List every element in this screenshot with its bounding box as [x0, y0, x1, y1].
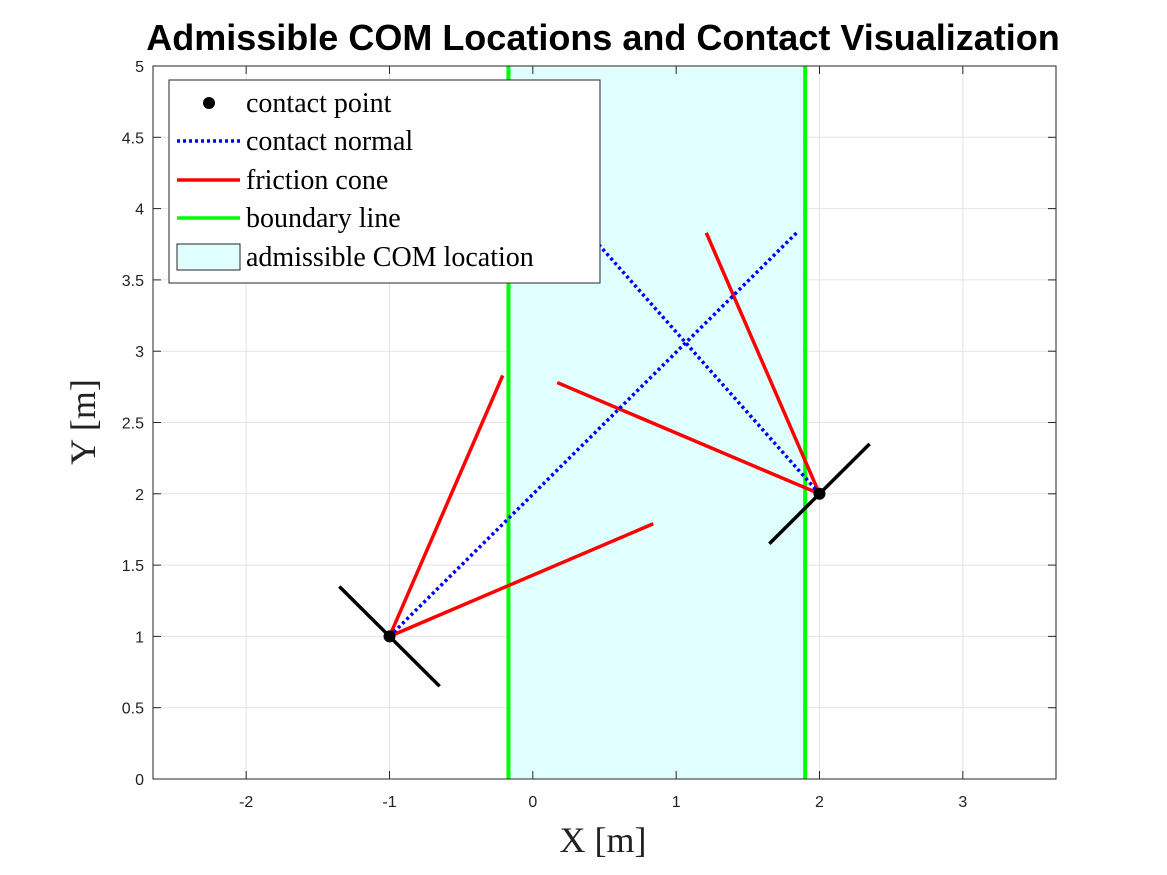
y-tick-label: 1.5: [122, 558, 144, 575]
legend-label: contact normal: [246, 126, 413, 157]
legend-label: boundary line: [246, 203, 401, 234]
y-tick-label: 3.5: [122, 273, 144, 290]
friction-cone-line: [387, 374, 505, 638]
y-tick-label: 4: [135, 202, 144, 219]
friction-cone-line: [704, 232, 822, 495]
plot-data: [338, 66, 871, 779]
legend-label: contact point: [246, 88, 392, 119]
legend-label: admissible COM location: [246, 242, 534, 273]
y-tick-label: 1: [135, 629, 144, 646]
y-tick-label: 2.5: [122, 416, 144, 433]
y-tick-label: 4.5: [122, 130, 144, 147]
contact-normal-line: [594, 240, 821, 495]
legend-label: friction cone: [246, 165, 388, 196]
tick-labels: -2 -1 0 1 2 3 0 0.5 1 1.5 2 2.5 3 3.5 4 4.5 5: [122, 59, 1056, 811]
contact-point-marker: [383, 630, 396, 643]
x-tick-label: -2: [239, 794, 253, 811]
x-tick-label: 3: [958, 794, 967, 811]
friction-cone-line: [556, 380, 821, 496]
y-tick-label: 2: [135, 487, 144, 504]
y-tick-label: 0: [135, 772, 144, 789]
contact-point-marker: [813, 487, 826, 500]
legend-patch: [176, 243, 241, 271]
y-tick-label: 5: [135, 59, 144, 76]
y-tick-label: 3: [135, 344, 144, 361]
x-tick-label: -1: [382, 794, 396, 811]
chart-title: Admissible COM Locations and Contact Vis…: [146, 17, 1059, 58]
x-tick-label: 0: [528, 794, 537, 811]
x-tick-label: 1: [672, 794, 681, 811]
legend-marker: [203, 97, 215, 109]
y-tick-label: 0.5: [122, 701, 144, 718]
x-axis-label: X [m]: [560, 820, 647, 860]
y-axis-label: Y [m]: [63, 379, 103, 465]
legend-box: [168, 79, 601, 284]
x-tick-label: 2: [815, 794, 824, 811]
friction-cone-line: [388, 522, 654, 639]
legend: contact point contact normal friction cone…: [168, 79, 601, 284]
